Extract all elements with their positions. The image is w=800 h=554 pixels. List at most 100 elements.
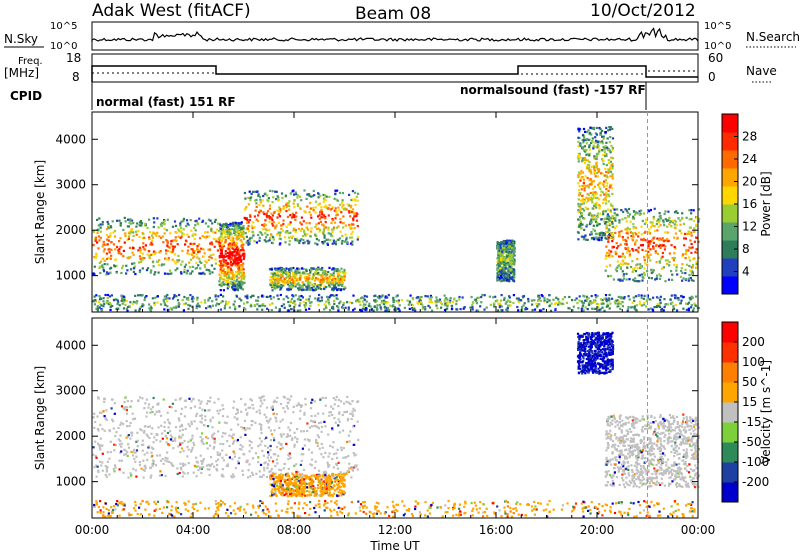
scatter-cell [172,247,175,250]
scatter-cell [92,230,95,233]
scatter-cell [694,304,697,307]
scatter-cell [318,214,321,217]
scatter-cell [499,279,502,282]
scatter-cell [348,211,351,214]
scatter-cell [159,223,163,226]
scatter-cell [632,234,635,237]
scatter-cell [679,219,682,222]
scatter-cell [306,239,309,242]
scatter-cell [136,300,139,303]
scatter-cell [204,301,207,304]
scatter-cell [582,304,585,307]
scatter-cell [485,306,488,309]
scatter-cell [311,276,315,279]
scatter-cell [309,281,312,284]
scatter-cell [220,277,223,281]
scatter-cell [307,273,310,276]
scatter-cell [192,297,195,300]
scatter-cell [152,441,155,444]
scatter-cell [683,244,686,247]
scatter-cell [234,467,237,470]
scatter-cell [180,235,183,238]
scatter-cell [152,260,155,263]
scatter-cell [304,403,307,406]
scatter-cell [595,126,598,130]
scatter-cell [615,225,618,228]
scatter-cell [283,306,286,309]
scatter-cell [236,263,240,266]
scatter-cell [588,131,592,134]
scatter-cell [664,245,667,248]
scatter-cell [587,138,590,141]
scatter-cell [125,307,128,310]
y-tick-label: 4000 [55,132,86,146]
scatter-cell [126,225,129,228]
scatter-cell [219,227,222,230]
scatter-cell [266,199,269,202]
scatter-cell [672,219,675,223]
scatter-cell [133,265,136,268]
scatter-cell [583,228,586,231]
scatter-cell [223,260,226,263]
scatter-cell [183,415,186,418]
scatter-cell [548,305,551,308]
scatter-cell [658,212,661,215]
scatter-cell [222,225,225,228]
scatter-cell [649,240,653,243]
scatter-cell [99,223,102,226]
scatter-cell [207,464,211,467]
scatter-cell [586,163,589,167]
scatter-cell [129,421,132,425]
scatter-cell [611,222,614,225]
scatter-cell [597,306,600,309]
scatter-cell [503,298,506,301]
scatter-cell [150,408,153,411]
scatter-cell [565,301,569,304]
scatter-cell [107,272,110,275]
scatter-cell [309,235,312,238]
scatter-cell [305,269,308,272]
scatter-cell [322,224,326,227]
scatter-cell [250,305,253,308]
scatter-cell [625,209,629,212]
scatter-cell [345,400,348,403]
scatter-cell [226,302,229,305]
scatter-cell [154,464,158,467]
scatter-cell [288,204,291,208]
scatter-cell [593,155,596,158]
scatter-cell [504,278,507,281]
scatter-cell [616,260,619,263]
scatter-cell [264,461,267,464]
scatter-cell [156,217,159,220]
scatter-cell [199,402,202,405]
scatter-cell [319,274,322,277]
scatter-cell [586,238,589,241]
scatter-cell [513,276,516,279]
scatter-cell [177,305,180,308]
scatter-cell [337,278,340,281]
scatter-cell [504,257,507,261]
scatter-cell [312,209,315,212]
scatter-cell [301,281,304,284]
scatter-cell [102,297,105,300]
scatter-cell [243,275,246,278]
scatter-cell [310,283,313,286]
scatter-cell [221,224,224,228]
scatter-cell [325,277,329,280]
scatter-cell [682,277,685,280]
scatter-cell [304,272,307,275]
scatter-cell [101,461,104,464]
scatter-cell [606,235,609,238]
scatter-cell [538,303,541,306]
scatter-cell [94,454,97,457]
scatter-cell [307,283,310,286]
scatter-cell [333,278,336,282]
scatter-cell [227,243,230,246]
date-title: 10/Oct/2012 [590,1,696,21]
scatter-cell [157,402,160,405]
scatter-cell [289,286,292,289]
scatter-cell [690,209,693,212]
scatter-cell [191,243,194,246]
scatter-cell [125,412,129,415]
scatter-cell [695,248,698,251]
